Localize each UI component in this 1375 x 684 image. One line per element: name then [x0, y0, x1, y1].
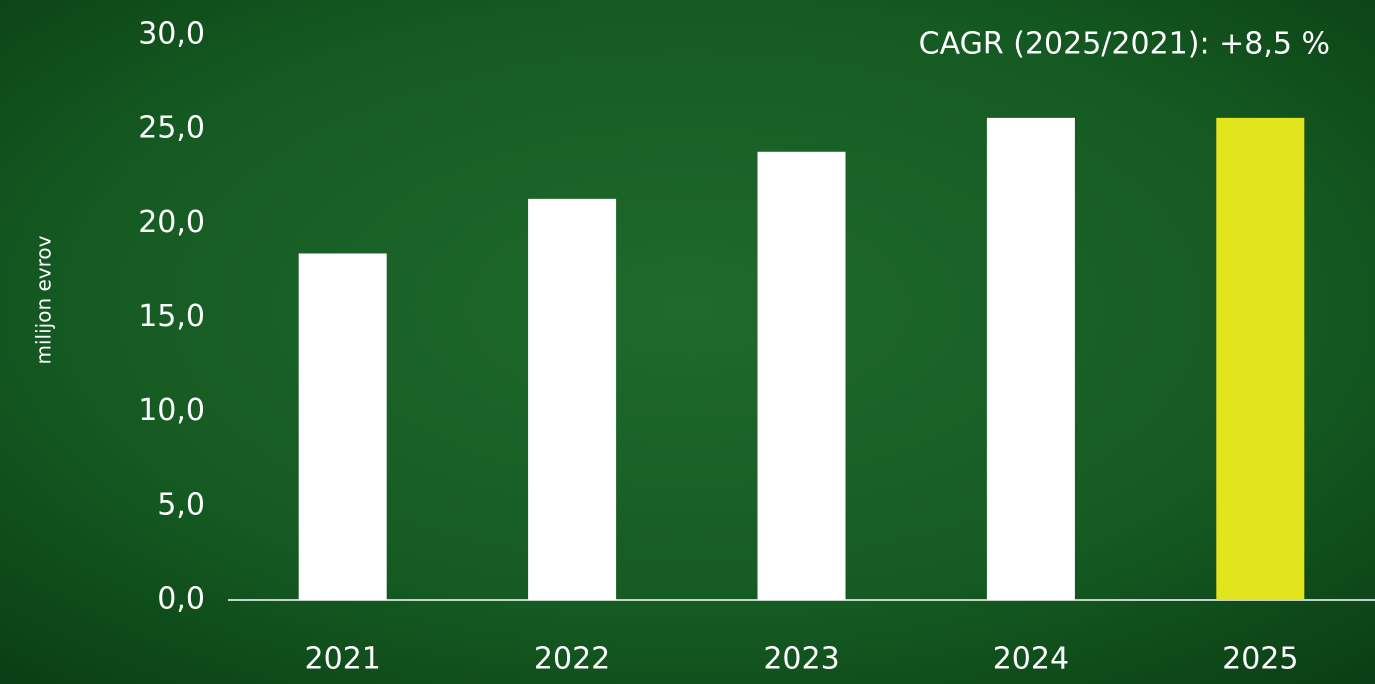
bar [528, 198, 617, 600]
y-tick-label: 10,0 [138, 393, 205, 428]
x-tick-label: 2023 [763, 642, 839, 677]
y-tick-label: 25,0 [138, 111, 205, 146]
x-tick-label: 2025 [1222, 642, 1298, 677]
x-tick-label: 2024 [993, 642, 1069, 677]
y-axis-title: milijon evrov [32, 235, 56, 364]
bar [1216, 117, 1305, 600]
x-tick-label: 2021 [305, 642, 381, 677]
bar [986, 117, 1075, 600]
y-tick-label: 15,0 [138, 299, 205, 334]
x-tick-label: 2022 [534, 642, 610, 677]
bar [757, 151, 846, 600]
annotation: CAGR (2025/2021): +8,5 % [919, 27, 1330, 62]
y-tick-label: 20,0 [138, 205, 205, 240]
bar [298, 253, 387, 600]
y-tick-label: 30,0 [138, 17, 205, 52]
y-tick-label: 0,0 [157, 582, 205, 617]
y-tick-label: 5,0 [157, 487, 205, 522]
